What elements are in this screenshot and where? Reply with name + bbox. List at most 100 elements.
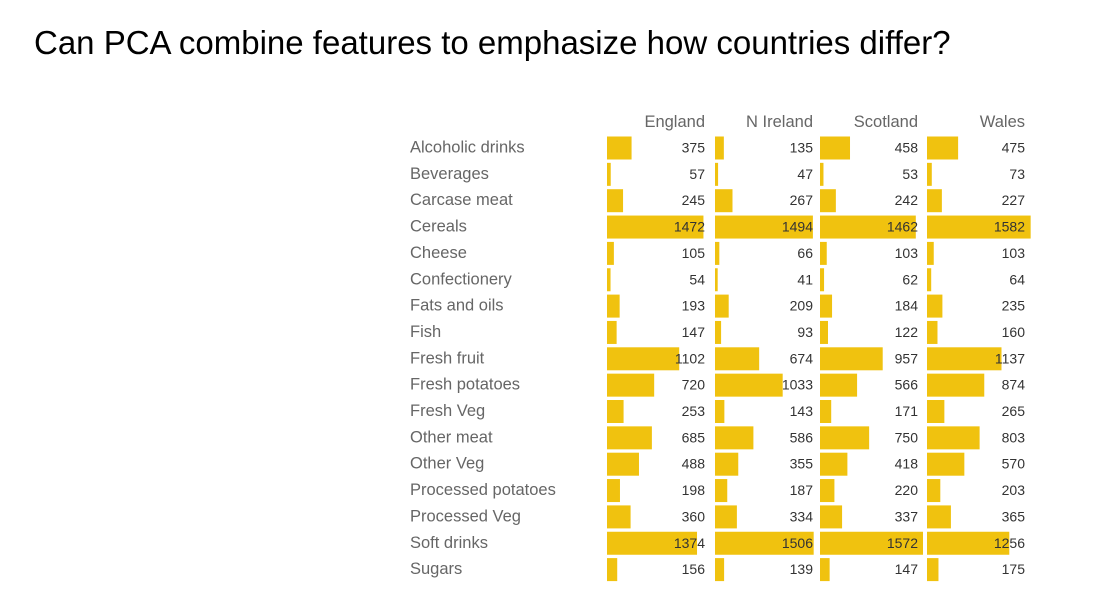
bar bbox=[927, 189, 942, 213]
value-label: 750 bbox=[895, 429, 919, 445]
bar bbox=[607, 320, 617, 344]
row-label: Cereals bbox=[410, 218, 467, 236]
value-label: 57 bbox=[689, 166, 705, 182]
bar bbox=[607, 136, 632, 160]
value-label: 245 bbox=[682, 192, 706, 208]
bar bbox=[715, 400, 725, 423]
value-label: 143 bbox=[790, 403, 814, 419]
bar bbox=[820, 215, 916, 239]
bar bbox=[715, 162, 719, 186]
value-label: 458 bbox=[895, 140, 919, 156]
row-label: Cheese bbox=[410, 244, 467, 262]
bar bbox=[927, 505, 951, 529]
value-label: 1572 bbox=[887, 535, 918, 551]
bar bbox=[715, 189, 733, 213]
value-label: 184 bbox=[895, 298, 919, 314]
value-label: 227 bbox=[1002, 192, 1026, 208]
value-label: 203 bbox=[1002, 482, 1026, 498]
row-label: Alcoholic drinks bbox=[410, 139, 525, 157]
bar bbox=[927, 215, 1031, 239]
bar bbox=[715, 531, 814, 555]
value-label: 62 bbox=[902, 271, 918, 287]
value-label: 265 bbox=[1002, 403, 1026, 419]
value-label: 41 bbox=[797, 271, 813, 287]
bar bbox=[927, 558, 939, 582]
value-label: 720 bbox=[682, 377, 706, 393]
value-label: 156 bbox=[682, 561, 706, 577]
bar bbox=[607, 479, 620, 503]
bar bbox=[927, 136, 959, 160]
value-label: 47 bbox=[797, 166, 813, 182]
value-label: 267 bbox=[790, 192, 814, 208]
bar bbox=[927, 452, 965, 476]
value-label: 1462 bbox=[887, 219, 918, 235]
bar bbox=[715, 347, 760, 371]
value-label: 1472 bbox=[674, 219, 705, 235]
value-label: 566 bbox=[895, 377, 919, 393]
bar bbox=[927, 241, 934, 265]
value-label: 103 bbox=[1002, 245, 1026, 261]
row-label: Fish bbox=[410, 323, 441, 341]
value-label: 93 bbox=[797, 324, 813, 340]
bar bbox=[715, 136, 724, 160]
value-label: 1256 bbox=[994, 535, 1025, 551]
bar bbox=[820, 189, 836, 213]
value-label: 337 bbox=[895, 508, 919, 524]
bar bbox=[607, 347, 680, 371]
bar bbox=[927, 373, 985, 397]
bar bbox=[820, 268, 825, 292]
column-header: Scotland bbox=[854, 113, 918, 131]
bar bbox=[607, 189, 624, 213]
row-label: Other meat bbox=[410, 428, 493, 446]
bar bbox=[927, 531, 1010, 555]
value-label: 242 bbox=[895, 192, 919, 208]
bar bbox=[820, 558, 830, 582]
value-label: 147 bbox=[895, 561, 919, 577]
value-label: 53 bbox=[902, 166, 918, 182]
slide-title: Can PCA combine features to emphasize ho… bbox=[34, 24, 951, 61]
bar bbox=[715, 426, 754, 450]
value-label: 103 bbox=[895, 245, 919, 261]
row-label: Other Veg bbox=[410, 455, 484, 473]
bar bbox=[820, 136, 851, 160]
bar bbox=[927, 479, 941, 503]
bar bbox=[715, 294, 729, 318]
bar bbox=[607, 241, 614, 265]
value-label: 874 bbox=[1002, 377, 1026, 393]
value-label: 365 bbox=[1002, 508, 1026, 524]
bar bbox=[820, 162, 824, 186]
value-label: 1137 bbox=[995, 350, 1025, 366]
value-label: 171 bbox=[895, 403, 919, 419]
row-label: Processed Veg bbox=[410, 507, 521, 525]
column-header: N Ireland bbox=[746, 113, 813, 131]
value-label: 418 bbox=[895, 456, 919, 472]
value-label: 1102 bbox=[675, 350, 705, 366]
value-label: 198 bbox=[682, 482, 706, 498]
value-label: 235 bbox=[1002, 298, 1026, 314]
row-label: Confectionery bbox=[410, 270, 513, 288]
bar bbox=[820, 320, 828, 344]
value-label: 187 bbox=[790, 482, 814, 498]
value-label: 1494 bbox=[782, 219, 813, 235]
bar bbox=[715, 320, 722, 344]
bar bbox=[927, 162, 932, 186]
row-label: Fresh fruit bbox=[410, 349, 485, 367]
value-label: 360 bbox=[682, 508, 706, 524]
value-label: 105 bbox=[682, 245, 706, 261]
bar bbox=[927, 426, 980, 450]
bar bbox=[715, 373, 783, 397]
value-label: 193 bbox=[682, 298, 706, 314]
row-label: Sugars bbox=[410, 560, 462, 578]
bar bbox=[607, 426, 652, 450]
value-label: 685 bbox=[682, 429, 706, 445]
value-label: 375 bbox=[682, 140, 706, 156]
bar bbox=[715, 505, 737, 529]
value-label: 139 bbox=[790, 561, 814, 577]
value-label: 147 bbox=[682, 324, 706, 340]
value-label: 135 bbox=[790, 140, 814, 156]
value-label: 66 bbox=[797, 245, 813, 261]
value-label: 1582 bbox=[994, 219, 1025, 235]
bar bbox=[820, 426, 870, 450]
value-label: 1033 bbox=[782, 377, 813, 393]
row-label: Beverages bbox=[410, 165, 489, 183]
